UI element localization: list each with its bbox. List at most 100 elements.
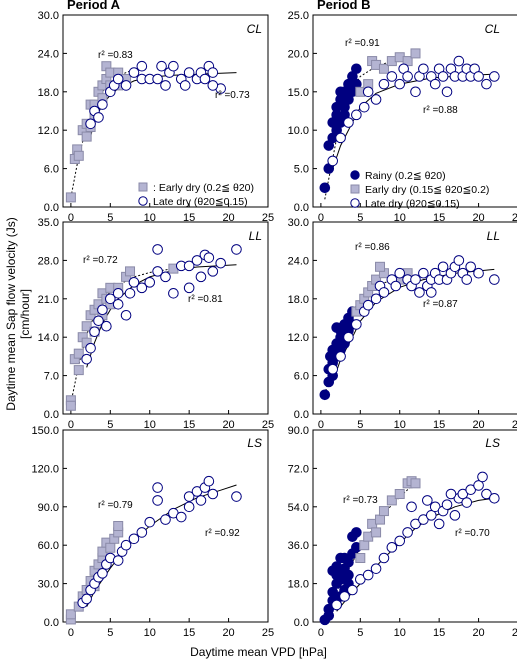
data-point-late-dry: [231, 244, 242, 255]
data-point-late-dry: [433, 518, 445, 530]
data-point-late-dry: [136, 60, 148, 72]
data-point-late-dry: [195, 495, 207, 506]
x-tick-label: 10: [144, 419, 156, 431]
data-point-late-dry: [327, 155, 339, 167]
x-tick-label: 20: [472, 419, 484, 431]
data-point-late-dry: [112, 288, 124, 299]
legend-marker-late-dry: [138, 196, 148, 206]
panel-a-ls: 0.0 30.0 60.0 90.0 120.0 150.0 0 5 10 15 20 25 LS r² …: [31, 425, 274, 639]
y-tick-label: 120.0: [31, 463, 59, 475]
data-point-late-dry: [437, 71, 449, 82]
data-point-early-dry: [359, 540, 370, 551]
data-point-late-dry: [378, 78, 390, 90]
y-axis-label-line1: Daytime mean Sap flow velocity (Js): [4, 217, 18, 411]
site-label: LL: [249, 229, 262, 243]
legend-entry: Rainy (0.2≦ θ20): [365, 170, 446, 182]
r2-label: r² =0.79: [98, 500, 133, 511]
data-point-early-dry: [125, 266, 136, 277]
data-point-early-dry: [73, 348, 84, 359]
y-tick-label: 28.0: [38, 255, 59, 267]
data-point-late-dry: [191, 255, 203, 266]
data-point-late-dry: [489, 274, 500, 285]
x-tick-label: 10: [144, 627, 156, 639]
y-tick-label: 72.0: [288, 463, 309, 475]
y-tick-label: 0.0: [294, 617, 309, 629]
x-tick-label: 5: [357, 212, 363, 224]
y-tick-label: 20.0: [288, 48, 309, 60]
data-point-early-dry: [410, 48, 421, 59]
data-point-late-dry: [152, 482, 163, 493]
data-point-rainy: [351, 63, 362, 75]
r2-label: r² =0.73: [343, 495, 378, 506]
x-tick-label: 15: [183, 627, 195, 639]
data-point-late-dry: [93, 112, 104, 123]
x-tick-label: 10: [394, 627, 406, 639]
data-point-late-dry: [195, 271, 207, 283]
data-point-late-dry: [112, 73, 124, 85]
data-point-late-dry: [414, 287, 425, 298]
data-point-late-dry: [437, 261, 449, 273]
data-point-late-dry: [97, 99, 108, 110]
x-tick-label: 0: [68, 212, 74, 224]
data-point-late-dry: [358, 101, 370, 113]
data-point-early-dry: [81, 131, 92, 142]
data-point-late-dry: [120, 309, 132, 321]
data-point-late-dry: [120, 539, 132, 551]
data-point-late-dry: [89, 326, 100, 338]
data-point-early-dry: [73, 365, 84, 376]
data-point-late-dry: [183, 282, 195, 294]
y-tick-label: 0.0: [44, 202, 59, 214]
data-point-late-dry: [124, 288, 136, 299]
legend-marker-early-dry: [138, 182, 148, 192]
data-point-late-dry: [183, 260, 195, 272]
data-point-early-dry: [410, 478, 421, 489]
data-point-late-dry: [343, 331, 354, 343]
y-tick-label: 0.0: [44, 409, 59, 421]
r2-label: r² =0.73: [215, 90, 250, 101]
data-point-early-dry: [394, 489, 405, 499]
data-point-early-dry: [105, 542, 116, 553]
data-point-late-dry: [81, 593, 92, 605]
y-tick-label: 7.0: [44, 371, 59, 383]
data-point-late-dry: [402, 71, 413, 82]
legend-entry: Early dry (0.15≦ θ20≦0.2): [365, 184, 489, 196]
y-tick-label: 24.0: [288, 255, 309, 267]
data-point-late-dry: [422, 495, 433, 506]
y-tick-label: 150.0: [31, 425, 59, 437]
data-point-early-dry: [375, 261, 386, 272]
site-label: LS: [247, 436, 262, 450]
y-tick-label: 36.0: [288, 540, 309, 552]
y-tick-label: 5.0: [294, 164, 309, 176]
data-point-late-dry: [144, 277, 156, 288]
data-point-late-dry: [386, 71, 398, 82]
data-point-early-dry: [378, 506, 389, 517]
data-point-late-dry: [489, 492, 500, 504]
data-point-late-dry: [112, 298, 124, 310]
y-tick-label: 25.0: [288, 10, 309, 22]
data-point-late-dry: [331, 599, 342, 611]
r2-label: r² =0.92: [205, 528, 240, 539]
data-point-late-dry: [343, 117, 354, 128]
panel-a-ll: 0.0 7.0 14.0 21.0 28.0 35.0 0 5 10 15 20 25 LL r² =0.…: [38, 217, 275, 431]
data-point-early-dry: [73, 150, 84, 161]
data-point-late-dry: [327, 363, 339, 375]
data-point-late-dry: [335, 351, 346, 362]
data-point-early-dry: [386, 495, 397, 506]
data-point-late-dry: [473, 480, 484, 491]
data-point-late-dry: [335, 132, 346, 144]
r2-label: r² =0.91: [345, 38, 380, 49]
data-point-late-dry: [362, 569, 374, 581]
y-tick-label: 12.0: [38, 125, 59, 137]
x-axis-label: Daytime mean VPD [hPa]: [190, 645, 327, 659]
y-tick-label: 6.0: [294, 371, 309, 383]
data-point-early-dry: [65, 609, 76, 620]
data-point-late-dry: [85, 118, 96, 130]
x-tick-label: 25: [262, 419, 274, 431]
data-point-late-dry: [445, 488, 457, 500]
x-tick-label: 0: [68, 627, 74, 639]
legend-entry: Late dry (θ20≦0.15): [153, 196, 248, 208]
legend-entry: : Early dry (0.2≦ θ20): [153, 182, 254, 194]
data-point-late-dry: [402, 527, 413, 538]
data-point-late-dry: [351, 109, 362, 121]
plot-frame: [312, 429, 517, 623]
